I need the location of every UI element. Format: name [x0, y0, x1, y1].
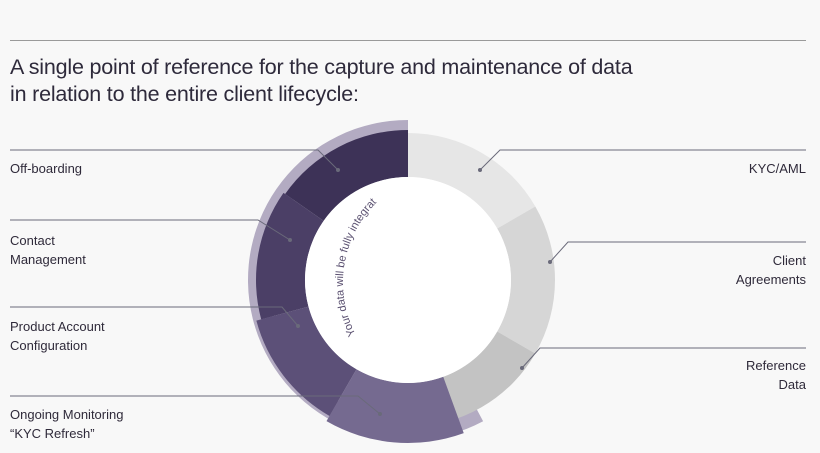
headline-line-2: in relation to the entire client lifecyc… — [10, 82, 359, 106]
leader-monitoring-dot — [378, 412, 382, 416]
leader-kyc-dot — [478, 168, 482, 172]
label-offboarding-line-1: Off-boarding — [10, 161, 83, 176]
label-offboarding: Off-boarding — [10, 160, 82, 179]
label-product-line-1: Product Account — [10, 319, 105, 334]
segment-contact-management — [255, 192, 324, 320]
leader-agreements — [549, 241, 806, 263]
leader-lines — [10, 149, 806, 416]
leader-monitoring — [10, 395, 381, 415]
leader-offboarding-dot — [336, 168, 340, 172]
segment-offboarding — [285, 130, 408, 221]
leader-agreements-dot — [548, 260, 552, 264]
segment-product-account — [256, 306, 357, 416]
leader-product — [10, 306, 299, 327]
label-reference-data: Reference Data — [746, 357, 806, 394]
label-reference-line-2: Data — [778, 376, 806, 392]
headline-line-1: A single point of reference for the capt… — [10, 55, 633, 79]
segment-kyc-aml — [408, 133, 536, 229]
label-monitoring-line-2: “KYC Refresh” — [10, 425, 95, 441]
label-contact-line-1: Contact — [10, 233, 55, 248]
segment-client-agreements — [497, 206, 555, 354]
headline: A single point of reference for the capt… — [10, 54, 650, 108]
leader-product-dot — [296, 324, 300, 328]
label-kyc-line-1: KYC/AML — [748, 161, 806, 176]
leader-reference — [521, 347, 806, 369]
label-product-line-2: Configuration — [10, 337, 88, 353]
leader-reference-dot — [520, 366, 524, 370]
label-agreements-line-1: Client — [772, 253, 806, 268]
label-contact-management: Contact Management — [10, 232, 86, 269]
label-agreements-line-2: Agreements — [735, 271, 806, 287]
label-client-agreements: Client Agreements — [736, 252, 806, 289]
ring-center — [305, 177, 511, 383]
label-reference-line-1: Reference — [746, 358, 806, 373]
leader-contact-dot — [288, 238, 292, 242]
leader-contact — [10, 219, 291, 241]
leader-offboarding — [10, 149, 339, 171]
label-kyc-aml: KYC/AML — [749, 160, 806, 179]
label-contact-line-2: Management — [10, 251, 86, 267]
top-divider — [10, 40, 806, 41]
label-monitoring-line-1: Ongoing Monitoring — [10, 407, 124, 422]
segment-ongoing-monitoring — [326, 369, 464, 443]
ring-segments — [248, 120, 555, 443]
leader-kyc — [479, 149, 806, 171]
label-product-account-configuration: Product Account Configuration — [10, 318, 105, 355]
label-ongoing-monitoring: Ongoing Monitoring “KYC Refresh” — [10, 406, 123, 443]
